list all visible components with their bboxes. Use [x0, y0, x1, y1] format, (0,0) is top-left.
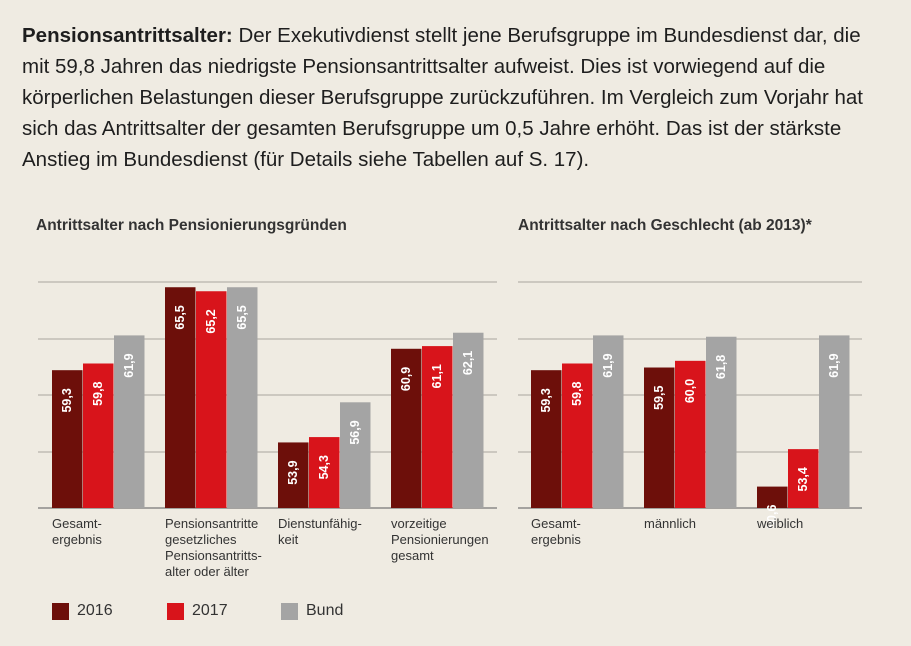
bar-c1-g3-2017 [309, 437, 340, 508]
bar-label-c2-g2-bund: 61,8 [714, 355, 728, 379]
category-label-c1-g4-line3: gesamt [391, 548, 434, 563]
category-label-c1-g4-line2: Pensionierungen [391, 532, 489, 547]
bar-c1-g4-2016 [391, 348, 422, 508]
bar-label-c1-g3-2016: 53,9 [286, 460, 300, 484]
category-label-c1-g2-line4: alter oder älter [165, 564, 249, 579]
bar-c2-g2-bund [706, 336, 737, 508]
bar-c1-g1-bund [114, 335, 145, 508]
bar-label-c2-g1-2016: 59,3 [539, 388, 553, 412]
bar-label-c1-g4-bund: 62,1 [461, 351, 475, 375]
bar-c1-g3-bund [340, 402, 371, 508]
legend-swatch-bund [281, 602, 298, 620]
intro-lead: Pensionsantrittsalter: [22, 24, 233, 47]
bar-label-c1-g2-2016: 65,5 [173, 305, 187, 329]
bar-label-c2-g3-2017: 53,4 [796, 467, 810, 491]
bar-c1-g3-2016 [278, 442, 309, 508]
intro-paragraph: Pensionsantrittsalter: Der Exekutivdiens… [22, 20, 892, 175]
chart-title-reasons: Antrittsalter nach Pensionierungsgründen [36, 217, 347, 234]
intro-text: Der Exekutivdienst stellt jene Berufsgru… [22, 24, 863, 171]
category-label-c2-g3-line1: weiblich [756, 516, 803, 531]
legend-swatch-2016 [52, 602, 69, 620]
category-label-c1-g1-line1: Gesamt- [52, 516, 102, 531]
category-label-c2-g2-line1: männlich [644, 516, 696, 531]
bar-label-c1-g2-bund: 65,5 [235, 305, 249, 329]
bar-c2-g2-2016 [644, 367, 675, 508]
bar-label-c2-g2-2016: 59,5 [652, 385, 666, 409]
legend-label-2017: 2017 [192, 602, 228, 619]
legend-swatch-2017 [167, 602, 184, 620]
bar-label-c2-g1-2017: 59,8 [570, 381, 584, 405]
bar-label-c1-g3-2017: 54,3 [317, 455, 331, 479]
legend-label-bund: Bund [306, 602, 344, 619]
bar-c1-g1-2016 [52, 370, 83, 508]
category-label-c1-g3-line2: keit [278, 532, 299, 547]
legend-item-2016: 2016 [52, 602, 113, 620]
bar-label-c1-g3-bund: 56,9 [348, 420, 362, 444]
bar-c2-g3-2017 [788, 449, 819, 508]
bar-label-c2-g2-2017: 60,0 [683, 379, 697, 403]
legend-item-2017: 2017 [167, 602, 228, 620]
legend-label-2016: 2016 [77, 602, 113, 619]
bar-c1-g1-2017 [83, 363, 114, 508]
category-label-c1-g1-line2: ergebnis [52, 532, 102, 547]
bar-label-c1-g1-2016: 59,3 [60, 388, 74, 412]
legend-item-bund: Bund [281, 602, 343, 620]
bar-label-c2-g1-bund: 61,9 [601, 353, 615, 377]
bar-label-c1-g4-2017: 61,1 [430, 364, 444, 388]
bar-label-c2-g3-2016: 50,6 [765, 505, 779, 529]
bar-c2-g3-bund [819, 335, 850, 508]
bar-c2-g2-2017 [675, 360, 706, 508]
bar-c1-g2-2016 [165, 287, 196, 508]
bar-label-c2-g3-bund: 61,9 [827, 353, 841, 377]
category-label-c1-g4-line1: vorzeitige [391, 516, 447, 531]
category-label-c1-g2-line2: gesetzliches [165, 532, 237, 547]
bar-c2-g1-bund [593, 335, 624, 508]
bar-c1-g2-bund [227, 287, 258, 508]
bar-c1-g4-bund [453, 332, 484, 508]
bar-label-c1-g1-bund: 61,9 [122, 353, 136, 377]
category-label-c1-g2-line1: Pensionsantritte [165, 516, 258, 531]
bar-label-c1-g1-2017: 59,8 [91, 381, 105, 405]
chart-title-gender: Antrittsalter nach Geschlecht (ab 2013)* [518, 217, 812, 234]
category-label-c2-g1-line2: ergebnis [531, 532, 581, 547]
category-label-c2-g1-line1: Gesamt- [531, 516, 581, 531]
bar-c2-g3-2016 [757, 486, 788, 508]
bar-c2-g1-2017 [562, 363, 593, 508]
bar-label-c1-g4-2016: 60,9 [399, 367, 413, 391]
category-label-c1-g3-line1: Dienstunfähig- [278, 516, 362, 531]
bar-c1-g4-2017 [422, 346, 453, 508]
bar-c1-g2-2017 [196, 291, 227, 508]
bar-c2-g1-2016 [531, 370, 562, 508]
category-label-c1-g2-line3: Pensionsantritts- [165, 548, 262, 563]
bar-label-c1-g2-2017: 65,2 [204, 309, 218, 333]
